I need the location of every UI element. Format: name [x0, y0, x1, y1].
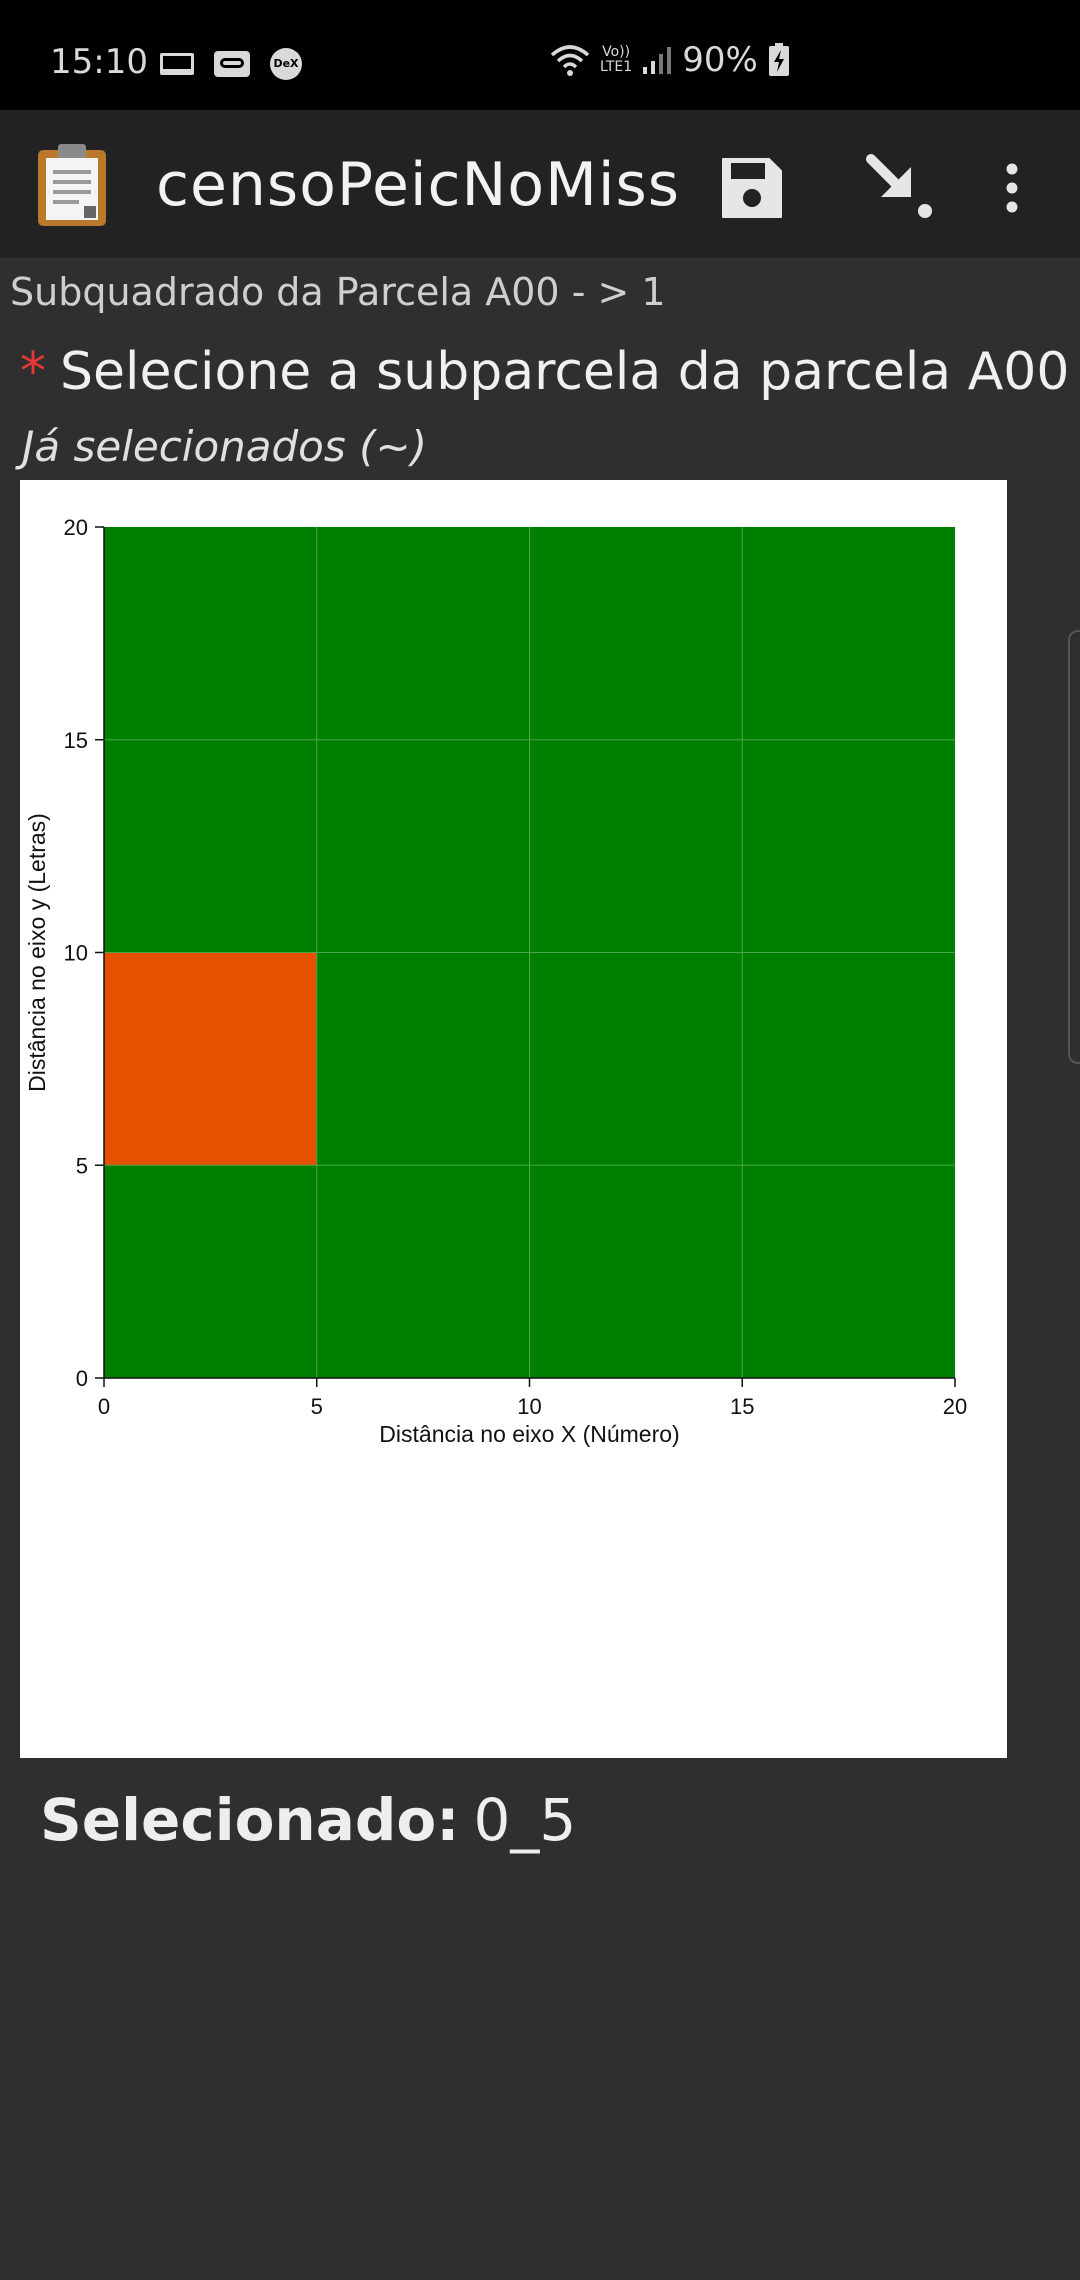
x-tick-label: 20 [943, 1394, 967, 1419]
laptop-icon [160, 53, 194, 75]
x-tick-label: 10 [517, 1394, 541, 1419]
y-tick-label: 0 [76, 1366, 88, 1391]
battery-charging-icon [768, 43, 790, 77]
volte-indicator: Vo)) LTE1 [600, 45, 632, 75]
selected-cell[interactable] [104, 952, 317, 1166]
x-tick-label: 15 [730, 1394, 754, 1419]
chart-svg[interactable]: 0 5 10 15 20 0 5 10 15 20 Distância no eixo X (Núm… [20, 480, 1007, 1758]
save-icon [719, 155, 785, 225]
y-tick-label: 10 [64, 941, 88, 966]
y-tick-label: 15 [64, 728, 88, 753]
status-system-icons: Vo)) LTE1 90% [550, 40, 790, 80]
selected-value: 0_5 [473, 1786, 577, 1854]
wifi-icon [550, 43, 590, 77]
x-axis-title: Distância no eixo X (Número) [379, 1421, 679, 1447]
go-next-button[interactable] [860, 150, 940, 230]
status-bar: 15:10 DeX Vo)) LTE1 90% [0, 0, 1080, 110]
question-text: Selecione a subparcela da parcela A00 [60, 342, 1070, 402]
question-title: * Selecione a subparcela da parcela A00 [20, 342, 1069, 402]
signal-icon [642, 45, 672, 75]
app-title: censoPeicNoMiss [156, 150, 681, 220]
selected-output: Selecionado: 0_5 [40, 1786, 576, 1854]
breadcrumb: Subquadrado da Parcela A00 - > 1 [10, 270, 666, 314]
y-axis-title: Distância no eixo y (Letras) [24, 813, 50, 1092]
app-bar: censoPeicNoMiss [0, 110, 1080, 258]
save-button[interactable] [712, 150, 792, 230]
subplot-selector-chart[interactable]: 0 5 10 15 20 0 5 10 15 20 Distância no eixo X (Núm… [20, 480, 1007, 1758]
y-tick-label: 5 [76, 1153, 88, 1178]
status-notification-icons: DeX [160, 48, 302, 80]
x-tick-label: 5 [311, 1394, 323, 1419]
more-options-button[interactable] [982, 150, 1042, 230]
dex-icon: DeX [270, 48, 302, 80]
clipboard-icon [36, 142, 108, 228]
x-tick-label: 0 [98, 1394, 110, 1419]
selected-label: Selecionado: [40, 1786, 460, 1854]
volte-top: Vo)) [602, 44, 631, 60]
more-vert-icon [1002, 163, 1022, 217]
question-hint: Já selecionados (~) [22, 422, 428, 471]
edge-panel-handle[interactable] [1068, 630, 1080, 1064]
required-marker: * [20, 342, 46, 402]
volte-bottom: LTE1 [600, 59, 633, 75]
y-tick-label: 20 [64, 515, 88, 540]
voicemail-icon [214, 51, 250, 77]
status-time: 15:10 [50, 42, 148, 82]
battery-percent: 90% [682, 40, 758, 80]
arrow-down-right-icon [865, 153, 935, 227]
